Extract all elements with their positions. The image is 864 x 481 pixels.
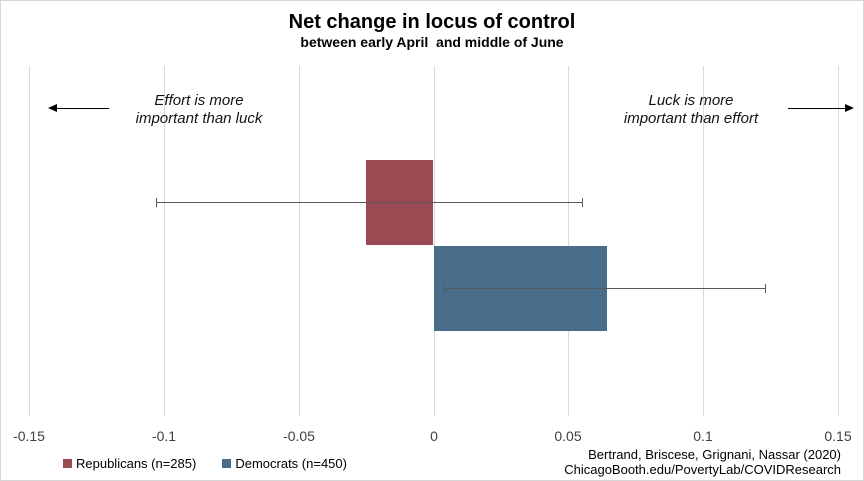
- republicans-swatch-icon: [63, 459, 72, 468]
- chart-subtitle: between early April and middle of June: [300, 34, 564, 50]
- democrats-swatch-icon: [222, 459, 232, 468]
- annotation-effort-line1: Effort is more: [154, 92, 244, 109]
- error-bar-cap-republicans-lo: [156, 198, 157, 207]
- citation-url: ChicagoBooth.edu/PovertyLab/COVIDResearc…: [564, 461, 841, 477]
- gridline: [568, 66, 569, 416]
- left-arrow-line: [57, 108, 109, 109]
- annotation-luck-line1: Luck is more: [648, 92, 734, 109]
- x-tick-label: -0.15: [13, 428, 45, 444]
- left-arrow-icon: [48, 104, 57, 112]
- gridline: [838, 66, 839, 416]
- annotation-effort-line2: important than luck: [135, 110, 263, 127]
- error-bar-cap-republicans-hi: [582, 198, 583, 207]
- error-bar-democrats: [444, 288, 765, 289]
- x-tick-label: 0: [430, 428, 438, 444]
- legend-item-republicans: Republicans (n=285): [63, 456, 196, 471]
- annotation-luck-line2: important than effort: [623, 110, 759, 127]
- x-tick-label: -0.05: [283, 428, 315, 444]
- error-bar-cap-democrats-hi: [765, 284, 766, 293]
- gridline: [703, 66, 704, 416]
- legend-label-republicans: Republicans (n=285): [76, 456, 197, 471]
- annotation-luck: Luck is more important than effort: [581, 92, 801, 128]
- error-bar-republicans: [156, 202, 582, 203]
- error-bar-cap-democrats-lo: [444, 284, 445, 293]
- right-arrow-line: [788, 108, 845, 109]
- gridline: [164, 66, 165, 416]
- legend-label-democrats: Democrats (n=450): [235, 456, 347, 471]
- legend: Republicans (n=285) Democrats (n=450): [63, 456, 347, 471]
- legend-item-democrats: Democrats (n=450): [222, 456, 347, 471]
- x-tick-label: 0.15: [824, 428, 852, 444]
- right-arrow-icon: [845, 104, 854, 112]
- gridline: [434, 66, 435, 416]
- gridline: [299, 66, 300, 416]
- chart-title: Net change in locus of control: [288, 11, 576, 33]
- annotation-effort: Effort is more important than luck: [89, 92, 309, 128]
- x-tick-label: 0.05: [554, 428, 582, 444]
- citation-authors: Bertrand, Briscese, Grignani, Nassar (20…: [588, 447, 841, 462]
- gridline: [29, 66, 30, 416]
- x-tick-label: -0.1: [151, 428, 177, 444]
- x-tick-label: 0.1: [693, 428, 713, 444]
- citation: Bertrand, Briscese, Grignani, Nassar (20…: [564, 447, 841, 477]
